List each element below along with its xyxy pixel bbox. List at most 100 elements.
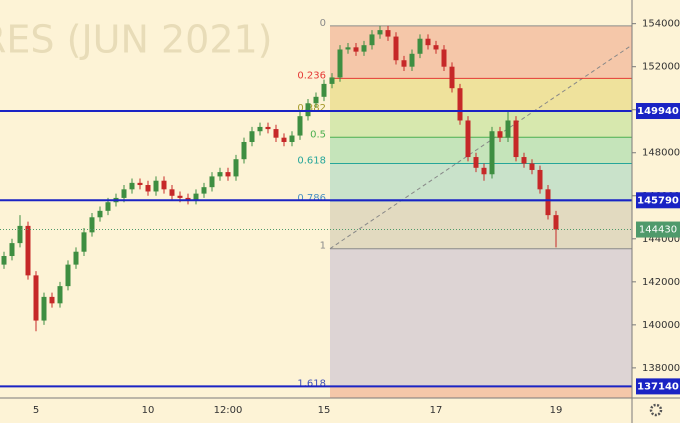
fib-label: 1 [320, 241, 326, 252]
candle-body [129, 182, 135, 190]
candle-body [209, 176, 215, 188]
candle-body [89, 217, 95, 233]
candle-body [33, 275, 39, 321]
candle-body [25, 225, 31, 276]
candle-body [425, 38, 431, 46]
candle-body [153, 180, 159, 192]
candle-body [329, 77, 335, 84]
candle-body [249, 131, 255, 142]
candle-body [57, 286, 63, 304]
candle-body [137, 182, 143, 186]
candle-body [441, 49, 447, 67]
x-tick-label: 10 [142, 405, 155, 416]
candle-body [393, 36, 399, 61]
candle-body [377, 30, 383, 35]
price-line-label: 137140 [637, 381, 679, 392]
y-tick-label: 140000 [642, 320, 680, 331]
candle-body [65, 264, 71, 287]
candle-body [97, 210, 103, 218]
candle-body [433, 45, 439, 50]
candle-body [9, 243, 15, 257]
candle-body [145, 185, 151, 192]
fib-band [330, 248, 632, 387]
candle-body [473, 157, 479, 168]
last-price-label: 144430 [639, 225, 677, 236]
candle-body [537, 169, 543, 190]
candle-body [193, 193, 199, 201]
candle-body [81, 232, 87, 252]
candle-body [1, 256, 7, 265]
fib-band [330, 163, 632, 201]
y-tick-label: 154000 [642, 19, 680, 30]
candle-body [121, 189, 127, 198]
fib-band [330, 137, 632, 164]
watermark: RES (JUN 2021) [0, 18, 273, 62]
candle-body [241, 141, 247, 160]
candle-body [201, 187, 207, 194]
y-tick-label: 142000 [642, 277, 680, 288]
candle-body [105, 202, 111, 211]
candle-body [369, 34, 375, 46]
x-tick-label: 15 [318, 405, 331, 416]
candle-body [289, 135, 295, 142]
candle-body [73, 251, 79, 265]
price-line-label: 149940 [637, 106, 679, 117]
candle-body [353, 47, 359, 52]
candle-body [401, 60, 407, 67]
candle-body [49, 296, 55, 304]
candle-body [545, 189, 551, 216]
price-line-box [636, 103, 680, 120]
x-tick-label: 19 [550, 405, 563, 416]
candle-body [305, 103, 311, 117]
candle-body [345, 47, 351, 50]
fib-band [330, 110, 632, 138]
price-line-box [636, 378, 680, 395]
fib-label: 0.382 [297, 103, 326, 114]
candle-body [465, 120, 471, 158]
candle-body [457, 88, 463, 121]
candle-body [265, 126, 271, 130]
fib-label: 0.236 [297, 70, 326, 81]
candle-body [257, 126, 263, 132]
fib-label: 0 [320, 18, 326, 29]
last-price-box [636, 221, 680, 238]
candle-body [185, 197, 191, 201]
candle-body [497, 131, 503, 138]
fib-label: 0.5 [310, 129, 326, 140]
y-tick-label: 138000 [642, 363, 680, 374]
candle-body [529, 163, 535, 170]
candle-body [177, 195, 183, 198]
candle-body [521, 157, 527, 164]
candle-body [449, 66, 455, 89]
candle-body [161, 180, 167, 190]
candle-body [513, 120, 519, 158]
fib-band [330, 78, 632, 111]
fib-label: 0.618 [297, 156, 326, 167]
candle-body [361, 45, 367, 52]
y-tick-label: 148000 [642, 148, 680, 159]
candle-body [273, 129, 279, 138]
candle-body [409, 53, 415, 67]
candle-body [169, 189, 175, 196]
candle-body [489, 131, 495, 175]
fib-band [330, 386, 632, 398]
candle-body [481, 167, 487, 175]
y-axis-panel [632, 0, 680, 423]
candle-body [233, 159, 239, 177]
candle-body [281, 137, 287, 142]
y-tick-label: 144000 [642, 234, 680, 245]
candle-body [17, 225, 23, 244]
x-tick-label: 12:00 [214, 405, 243, 416]
candle-body [337, 49, 343, 78]
settings-icon[interactable] [649, 403, 663, 417]
candle-body [553, 215, 559, 230]
candle-body [41, 296, 47, 321]
candle-body [225, 172, 231, 177]
fib-label: 1.618 [297, 378, 326, 389]
fib-band [330, 25, 632, 79]
candle-body [505, 120, 511, 138]
candle-body [417, 38, 423, 54]
candle-body [321, 83, 327, 97]
candle-body [385, 30, 391, 37]
